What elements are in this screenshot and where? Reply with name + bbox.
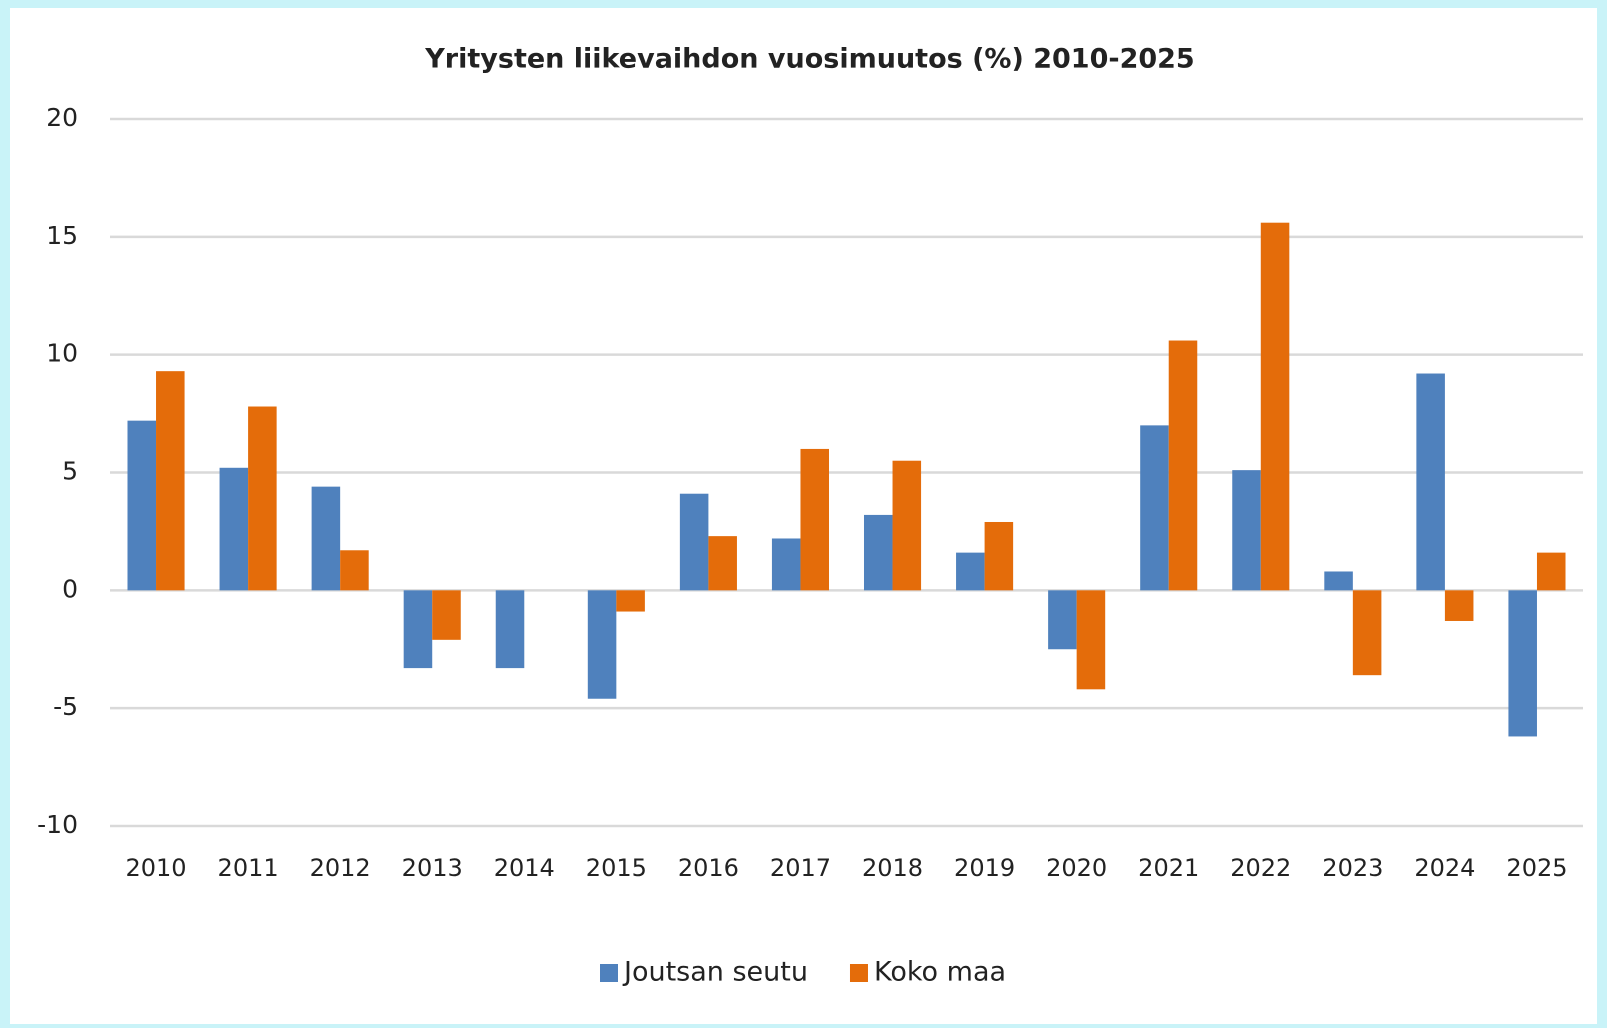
bar [1416,373,1445,591]
x-tick-label: 2011 [218,854,279,882]
bar [311,486,341,591]
bar [432,590,461,640]
bar [1536,552,1566,591]
bar [863,514,893,591]
bar [708,536,737,591]
legend-label: Joutsan seutu [622,957,808,988]
x-tick-label: 2018 [862,854,923,882]
x-tick-label: 2025 [1506,854,1567,882]
bar [248,406,277,591]
x-tick-label: 2023 [1322,854,1383,882]
bar [495,590,525,669]
bar [771,538,801,591]
chart-frame: Yritysten liikevaihdon vuosimuutos (%) 2… [10,8,1597,1024]
bar [1444,590,1474,621]
chart: Yritysten liikevaihdon vuosimuutos (%) 2… [37,44,1583,988]
x-tick-label: 2022 [1230,854,1291,882]
y-tick-label: 20 [46,103,78,132]
bar [1076,590,1106,690]
x-tick-label: 2010 [125,854,186,882]
x-tick-label: 2019 [954,854,1015,882]
bar [1324,571,1353,591]
x-tick-label: 2012 [310,854,371,882]
bar [956,552,985,591]
y-tick-label: 0 [62,574,78,603]
x-tick-label: 2015 [586,854,647,882]
bar [1352,590,1382,676]
bar [1260,222,1290,591]
bar [984,521,1014,591]
bar [1168,340,1198,591]
x-tick-label: 2024 [1414,854,1475,882]
legend-swatch [600,964,618,982]
x-tick-label: 2017 [770,854,831,882]
y-tick-label: -5 [53,692,78,721]
bar [587,590,617,699]
bar [892,460,922,591]
bar [1508,590,1537,737]
bar [1140,425,1169,591]
x-tick-label: 2021 [1138,854,1199,882]
bar [127,420,157,591]
y-tick-label: 10 [46,339,78,368]
y-tick-label: 15 [46,221,78,250]
bar [800,448,830,591]
bar [219,467,249,591]
chart-title: Yritysten liikevaihdon vuosimuutos (%) 2… [424,44,1194,75]
x-tick-label: 2014 [494,854,555,882]
y-tick-label: 5 [62,457,78,486]
legend-label: Koko maa [874,957,1006,988]
bar [156,371,185,591]
bar [340,550,369,591]
bar [616,590,645,612]
x-tick-label: 2020 [1046,854,1107,882]
bar [1048,590,1077,650]
x-tick-label: 2016 [678,854,739,882]
bar [1232,470,1261,591]
x-tick-label: 2013 [402,854,463,882]
legend-swatch [849,964,868,982]
y-tick-label: -10 [37,810,78,839]
bar [679,493,709,591]
bar [403,590,433,669]
